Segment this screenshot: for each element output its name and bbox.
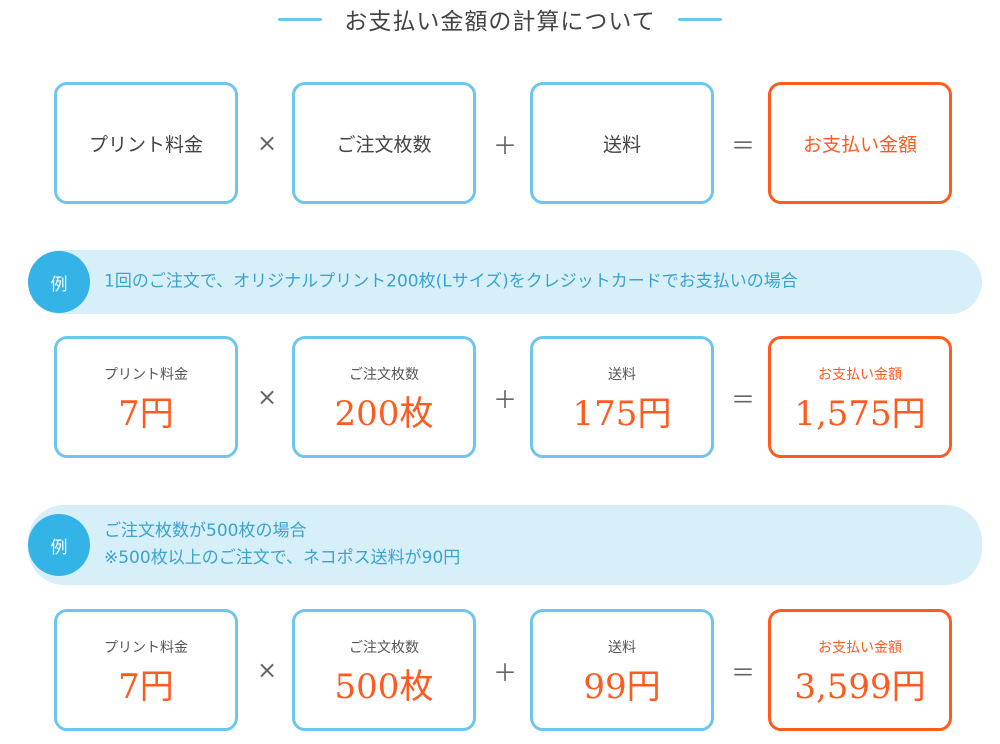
example-badge-2: 例 xyxy=(28,514,90,576)
equals-sign: ＝ xyxy=(731,658,755,687)
total-label: お支払い金額 xyxy=(818,639,902,656)
order-count-value: 200枚 xyxy=(334,393,434,434)
example-2-line-1: ご注文枚数が500枚の場合 xyxy=(104,521,307,541)
print-fee-box: プリント料金 7円 xyxy=(54,609,238,731)
order-count-box: ご注文枚数 200枚 xyxy=(292,336,476,458)
total-value: 1,575円 xyxy=(794,393,926,434)
print-fee-box: プリント料金 xyxy=(54,82,238,204)
equals-sign: ＝ xyxy=(731,385,755,414)
total-label: お支払い金額 xyxy=(802,133,917,156)
print-fee-label: プリント料金 xyxy=(104,639,188,656)
order-count-value: 500枚 xyxy=(334,666,434,707)
order-count-label: ご注文枚数 xyxy=(349,366,419,383)
total-box: お支払い金額 xyxy=(768,82,952,204)
total-value: 3,599円 xyxy=(794,666,926,707)
shipping-label: 送料 xyxy=(608,639,636,656)
plus-sign: ＋ xyxy=(493,658,517,687)
example-2-line-2: ※500枚以上のご注文で、ネコポス送料が90円 xyxy=(104,548,461,568)
multiply-sign: × xyxy=(256,129,278,157)
shipping-label: 送料 xyxy=(602,133,641,156)
plus-sign: ＋ xyxy=(493,385,517,414)
formula-row-example-2: プリント料金 7円 × ご注文枚数 500枚 ＋ 送料 99円 ＝ お支払い金額… xyxy=(0,609,1000,737)
shipping-box: 送料 xyxy=(530,82,714,204)
page-title: お支払い金額の計算について xyxy=(344,9,656,35)
order-count-box: ご注文枚数 xyxy=(292,82,476,204)
formula-row-example-1: プリント料金 7円 × ご注文枚数 200枚 ＋ 送料 175円 ＝ お支払い金… xyxy=(0,336,1000,464)
print-fee-value: 7円 xyxy=(118,393,174,434)
multiply-sign: × xyxy=(256,383,278,411)
total-box: お支払い金額 1,575円 xyxy=(768,336,952,458)
print-fee-label: プリント料金 xyxy=(104,366,188,383)
plus-sign: ＋ xyxy=(493,131,517,160)
shipping-value: 99円 xyxy=(583,666,661,707)
shipping-value: 175円 xyxy=(572,393,672,434)
shipping-label: 送料 xyxy=(608,366,636,383)
example-banner-2: 例 ご注文枚数が500枚の場合 ※500枚以上のご注文で、ネコポス送料が90円 xyxy=(28,505,982,585)
section-header: お支払い金額の計算について xyxy=(0,4,1000,35)
example-banner-1: 例 1回のご注文で、オリジナルプリント200枚(Lサイズ)をクレジットカードでお… xyxy=(28,250,982,314)
equals-sign: ＝ xyxy=(731,131,755,160)
order-count-box: ご注文枚数 500枚 xyxy=(292,609,476,731)
title-left-line xyxy=(278,17,323,21)
print-fee-value: 7円 xyxy=(118,666,174,707)
multiply-sign: × xyxy=(256,656,278,684)
example-badge-1: 例 xyxy=(28,251,90,313)
order-count-label: ご注文枚数 xyxy=(336,133,432,156)
total-box: お支払い金額 3,599円 xyxy=(768,609,952,731)
shipping-box: 送料 175円 xyxy=(530,336,714,458)
print-fee-box: プリント料金 7円 xyxy=(54,336,238,458)
shipping-box: 送料 99円 xyxy=(530,609,714,731)
formula-row-general: プリント料金 × ご注文枚数 ＋ 送料 ＝ お支払い金額 xyxy=(0,82,1000,210)
example-description-1: 1回のご注文で、オリジナルプリント200枚(Lサイズ)をクレジットカードでお支払… xyxy=(104,269,798,296)
total-label: お支払い金額 xyxy=(818,366,902,383)
title-right-line xyxy=(677,17,722,21)
example-description-2: ご注文枚数が500枚の場合 ※500枚以上のご注文で、ネコポス送料が90円 xyxy=(104,518,460,572)
print-fee-label: プリント料金 xyxy=(88,133,203,156)
example-1-line-1: 1回のご注文で、オリジナルプリント200枚(Lサイズ)をクレジットカードでお支払… xyxy=(104,271,798,292)
order-count-label: ご注文枚数 xyxy=(349,639,419,656)
